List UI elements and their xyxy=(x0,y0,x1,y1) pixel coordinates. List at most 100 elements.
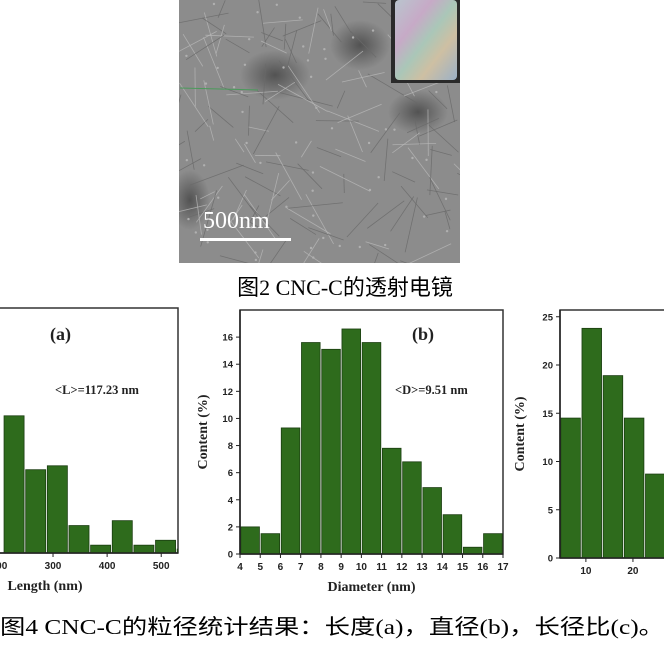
y-tick-label: 20 xyxy=(542,361,553,372)
fiber xyxy=(285,30,298,73)
particle xyxy=(185,54,188,58)
fiber xyxy=(400,185,429,218)
particle xyxy=(324,57,327,60)
particle xyxy=(294,141,298,144)
fiber xyxy=(225,38,250,54)
fiber xyxy=(182,33,204,67)
fiber xyxy=(262,19,303,24)
bars xyxy=(560,327,664,558)
bar xyxy=(382,447,402,554)
particle xyxy=(311,171,315,174)
particle xyxy=(444,197,448,201)
fiber xyxy=(334,6,352,33)
fiber xyxy=(277,84,328,112)
fiber xyxy=(244,176,281,197)
bar xyxy=(260,533,281,554)
particle xyxy=(377,176,380,179)
y-tick-label: 14 xyxy=(222,360,233,371)
bar xyxy=(3,415,25,553)
particle xyxy=(309,246,313,250)
fiber xyxy=(244,194,277,241)
panel-label: (a) xyxy=(50,324,71,345)
y-tick-label: 0 xyxy=(548,554,553,565)
bar xyxy=(422,487,442,554)
particle xyxy=(368,188,372,192)
figure4-caption: 图4 CNC-C的粒径统计结果：长度(a)，直径(b)，长径比(c)。 xyxy=(0,615,664,639)
particle xyxy=(384,128,388,131)
fiber xyxy=(259,197,290,222)
fiber xyxy=(377,3,393,19)
particle xyxy=(256,11,259,14)
histogram-a: 200 300 400 500 Length (nm) (a) <L>=117.23 nm xyxy=(0,307,179,594)
fiber xyxy=(200,191,215,200)
particle xyxy=(315,106,318,110)
scale-bar xyxy=(200,238,291,241)
fiber xyxy=(179,94,182,104)
x-tick-label: 14 xyxy=(437,562,449,573)
fiber xyxy=(205,34,254,38)
fiber xyxy=(253,106,280,155)
fiber xyxy=(266,172,280,221)
fiber xyxy=(189,164,244,186)
fiber xyxy=(419,119,458,137)
bar xyxy=(176,548,178,553)
fiber xyxy=(453,0,460,4)
particle xyxy=(309,75,313,79)
fiber xyxy=(220,86,249,98)
fiber xyxy=(317,13,342,43)
fiber xyxy=(459,3,460,5)
particle xyxy=(323,47,326,51)
fiber xyxy=(305,194,334,245)
x-axis-label: Length (nm) xyxy=(7,579,82,594)
particle xyxy=(243,63,247,66)
fiber xyxy=(286,207,331,235)
x-tick-label: 500 xyxy=(153,561,170,572)
fiber xyxy=(426,189,459,196)
fiber xyxy=(261,27,275,47)
mean-annotation: <L>=117.23 nm xyxy=(55,383,139,397)
particle xyxy=(383,243,387,247)
x-tick-label: 4 xyxy=(237,562,243,573)
particle xyxy=(351,36,355,39)
fiber xyxy=(179,140,186,146)
fiber xyxy=(265,161,309,171)
particle xyxy=(212,2,216,6)
y-tick-label: 15 xyxy=(542,409,553,420)
fiber xyxy=(217,0,226,18)
fiber xyxy=(455,69,460,71)
fiber xyxy=(358,70,367,88)
bar xyxy=(68,525,90,553)
fiber xyxy=(347,115,363,153)
fiber xyxy=(179,31,217,52)
fiber xyxy=(392,132,420,154)
fiber xyxy=(244,143,256,163)
fiber xyxy=(260,40,287,54)
fiber xyxy=(409,243,452,263)
particle xyxy=(202,164,206,167)
fiber xyxy=(236,162,264,175)
fiber xyxy=(308,227,344,241)
y-axis-label: Content (%) xyxy=(196,394,211,469)
particle xyxy=(194,231,198,234)
particle xyxy=(185,158,189,162)
fiber xyxy=(219,255,249,263)
particle xyxy=(217,196,220,199)
fiber xyxy=(284,38,297,64)
x-tick-label: 11 xyxy=(376,562,387,573)
bar xyxy=(560,417,581,558)
fiber xyxy=(430,149,452,156)
fiber xyxy=(365,241,390,250)
fiber xyxy=(337,103,382,123)
y-axis-label: Content (%) xyxy=(513,396,528,471)
particle xyxy=(232,86,236,89)
scale-bar-label: 500nm xyxy=(203,208,270,234)
fiber xyxy=(243,218,259,228)
fiber xyxy=(287,202,343,209)
bar xyxy=(280,427,301,554)
bar xyxy=(111,520,133,553)
particle xyxy=(187,217,190,221)
fiber xyxy=(196,185,223,223)
x-tick-label: 400 xyxy=(99,561,116,572)
fiber xyxy=(406,117,439,134)
